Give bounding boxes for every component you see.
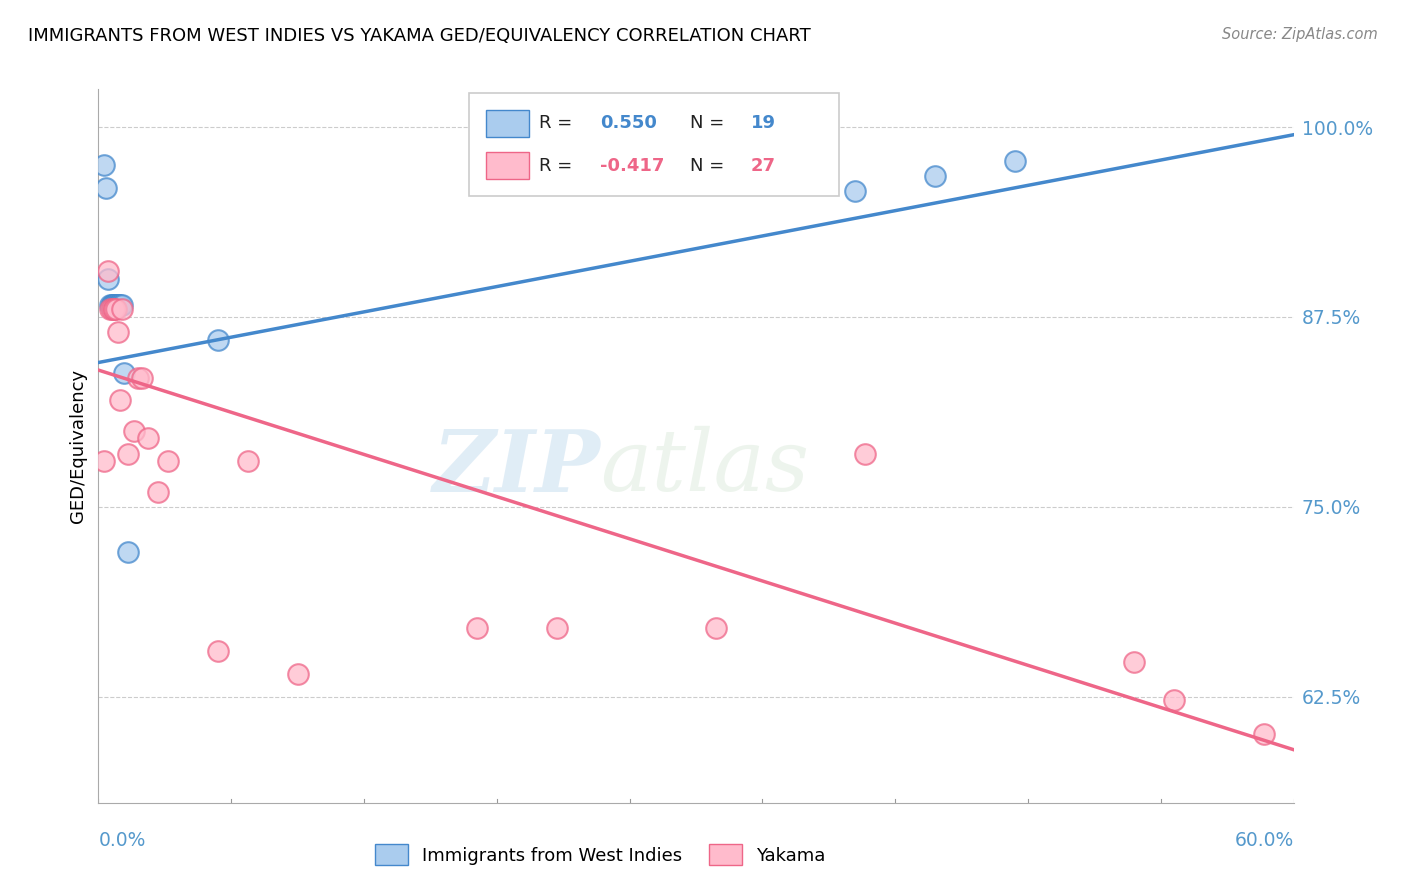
Point <box>148 484 170 499</box>
Point <box>546 621 568 635</box>
Point <box>93 158 115 172</box>
Point <box>127 370 149 384</box>
Point <box>1163 692 1185 706</box>
Point <box>98 298 122 312</box>
Point <box>853 447 876 461</box>
Point <box>1004 153 1026 168</box>
Point <box>101 298 124 312</box>
Point <box>117 545 139 559</box>
Text: IMMIGRANTS FROM WEST INDIES VS YAKAMA GED/EQUIVALENCY CORRELATION CHART: IMMIGRANTS FROM WEST INDIES VS YAKAMA GE… <box>28 27 811 45</box>
Point <box>110 393 132 408</box>
Point <box>131 370 153 384</box>
Point <box>105 302 128 317</box>
Point <box>207 644 229 658</box>
Y-axis label: GED/Equivalency: GED/Equivalency <box>69 369 87 523</box>
Point <box>1253 727 1275 741</box>
Text: 0.550: 0.550 <box>600 114 657 132</box>
Text: R =: R = <box>540 114 578 132</box>
Point <box>103 302 125 317</box>
Text: 60.0%: 60.0% <box>1234 831 1294 850</box>
Text: 19: 19 <box>751 114 776 132</box>
Text: R =: R = <box>540 157 578 175</box>
Legend: Immigrants from West Indies, Yakama: Immigrants from West Indies, Yakama <box>375 845 825 865</box>
Point <box>112 366 135 380</box>
Point <box>107 298 129 312</box>
Point <box>101 298 124 312</box>
Point <box>111 302 134 317</box>
Text: Source: ZipAtlas.com: Source: ZipAtlas.com <box>1222 27 1378 42</box>
Point <box>136 431 159 445</box>
Point <box>924 169 946 183</box>
Text: N =: N = <box>690 157 730 175</box>
Point <box>465 621 488 635</box>
Point <box>207 333 229 347</box>
Point <box>117 447 139 461</box>
Point <box>103 298 125 312</box>
Text: 0.0%: 0.0% <box>98 831 146 850</box>
Point <box>97 272 120 286</box>
FancyBboxPatch shape <box>470 93 839 196</box>
Text: N =: N = <box>690 114 730 132</box>
Point <box>103 302 125 317</box>
Text: ZIP: ZIP <box>433 425 600 509</box>
Text: 27: 27 <box>751 157 776 175</box>
Point <box>97 264 120 278</box>
Point <box>101 302 124 317</box>
Point <box>107 325 129 339</box>
Text: -0.417: -0.417 <box>600 157 665 175</box>
FancyBboxPatch shape <box>485 110 529 136</box>
Point <box>98 302 122 317</box>
Point <box>287 666 309 681</box>
Point <box>107 298 129 312</box>
Point <box>93 454 115 468</box>
Point <box>704 621 727 635</box>
Point <box>236 454 259 468</box>
Point <box>110 298 132 312</box>
Text: atlas: atlas <box>600 426 810 508</box>
Point <box>157 454 180 468</box>
Point <box>111 298 134 312</box>
FancyBboxPatch shape <box>485 153 529 179</box>
Point <box>103 298 125 312</box>
Point <box>105 298 128 312</box>
Point <box>1123 655 1146 669</box>
Point <box>844 184 866 198</box>
Point <box>96 181 118 195</box>
Point <box>124 424 146 438</box>
